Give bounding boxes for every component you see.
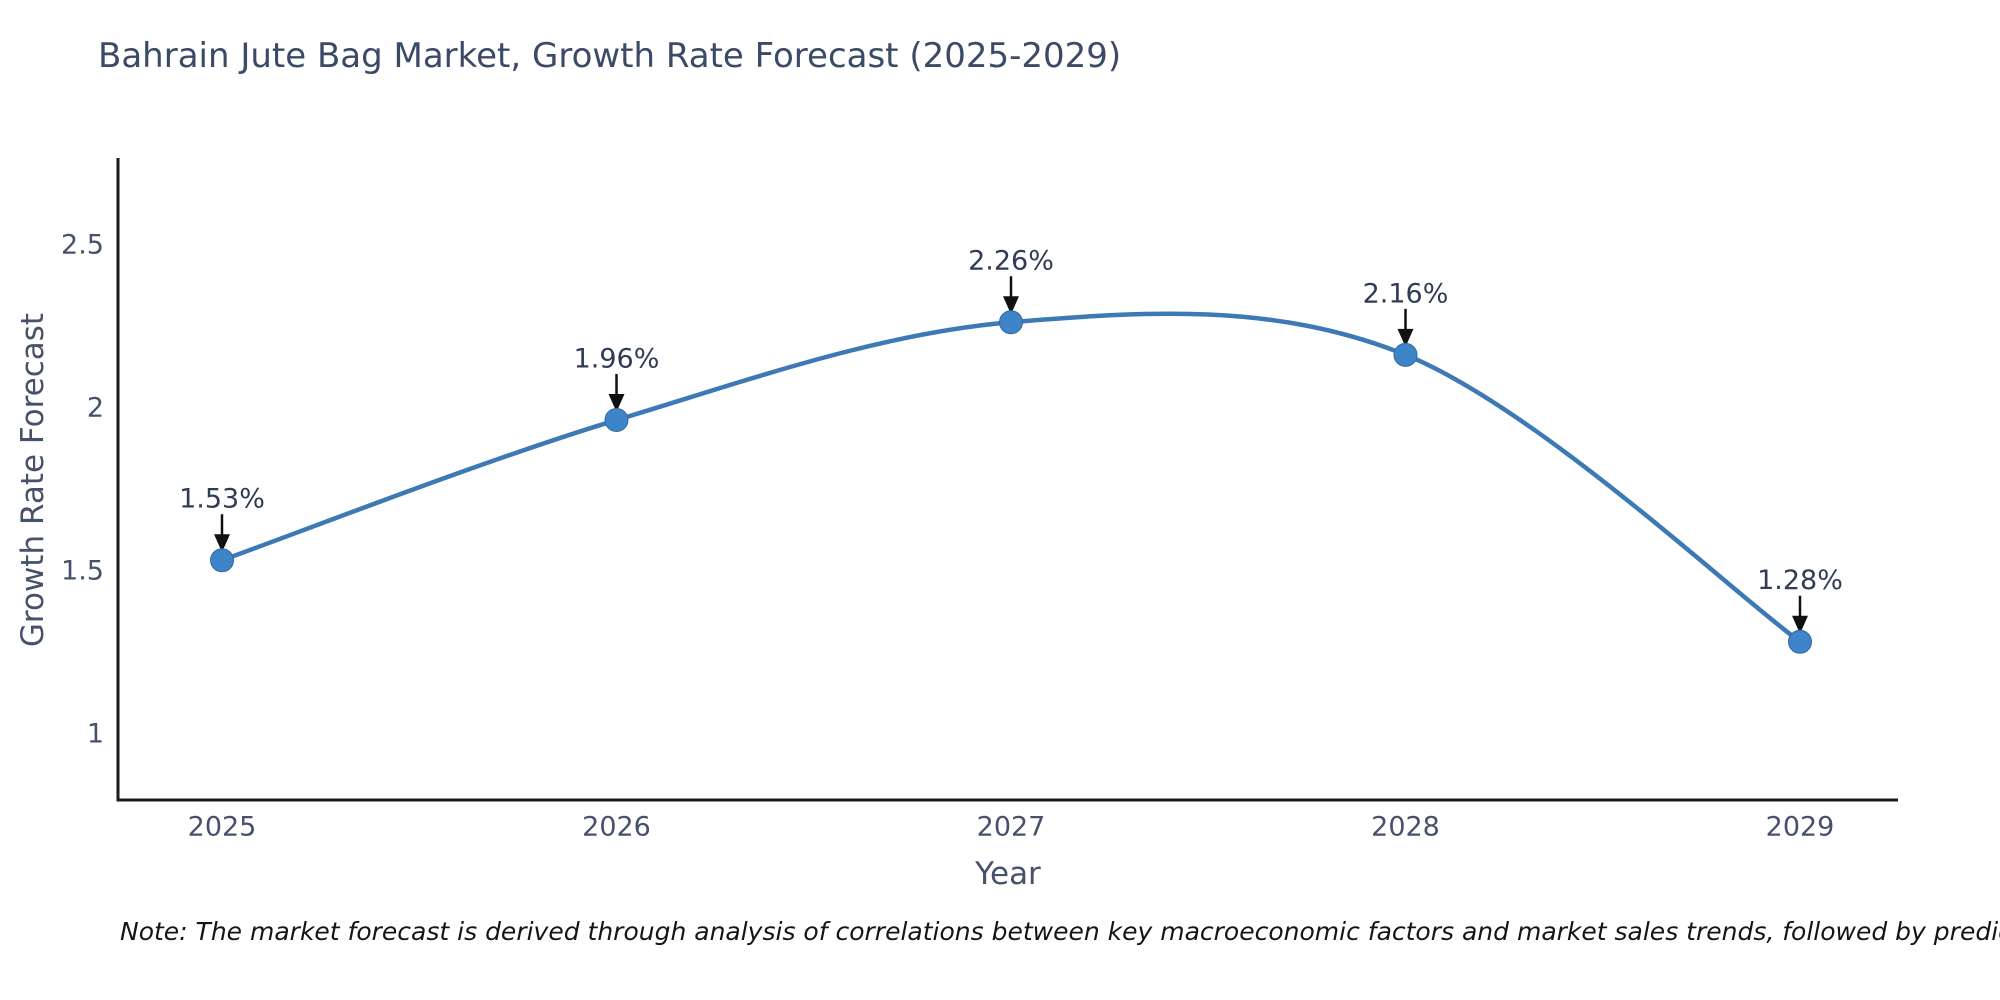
y-tick-2-5: 2.5 bbox=[61, 229, 104, 260]
series-line bbox=[221, 311, 1802, 644]
series-layer bbox=[210, 276, 1812, 654]
point-label-2027: 2.26% bbox=[968, 246, 1054, 277]
data-point-2027[interactable] bbox=[999, 310, 1023, 335]
annotation-arrowhead-2026 bbox=[608, 394, 625, 413]
annotation-arrowhead-2025 bbox=[214, 534, 230, 553]
data-point-2028[interactable] bbox=[1393, 342, 1418, 367]
annotation-arrowhead-2028 bbox=[1397, 328, 1414, 347]
chart-title: Bahrain Jute Bag Market, Growth Rate For… bbox=[98, 36, 1121, 76]
point-label-2026: 1.96% bbox=[574, 343, 660, 374]
annotation-arrowhead-2029 bbox=[1792, 615, 1808, 634]
x-tick-2025: 2025 bbox=[188, 811, 257, 842]
point-label-2029: 1.28% bbox=[1757, 565, 1843, 596]
x-tick-2028: 2028 bbox=[1371, 811, 1440, 842]
x-tick-2029: 2029 bbox=[1766, 811, 1835, 842]
y-axis-title: Growth Rate Forecast bbox=[15, 313, 51, 647]
footer-note: Note: The market forecast is derived thr… bbox=[120, 917, 2000, 946]
y-tick-2: 2 bbox=[87, 392, 104, 423]
point-label-2028: 2.16% bbox=[1363, 278, 1449, 309]
y-tick-1-5: 1.5 bbox=[61, 555, 104, 586]
data-point-2026[interactable] bbox=[604, 408, 629, 433]
y-tick-1: 1 bbox=[87, 718, 104, 749]
x-tick-2026: 2026 bbox=[582, 811, 651, 842]
annotation-arrowhead-2027 bbox=[1003, 296, 1019, 315]
data-point-2025[interactable] bbox=[210, 548, 234, 573]
point-label-2025: 1.53% bbox=[179, 484, 265, 515]
data-point-2029[interactable] bbox=[1788, 629, 1812, 654]
x-axis-title: Year bbox=[974, 856, 1041, 892]
x-tick-2027: 2027 bbox=[977, 811, 1046, 842]
